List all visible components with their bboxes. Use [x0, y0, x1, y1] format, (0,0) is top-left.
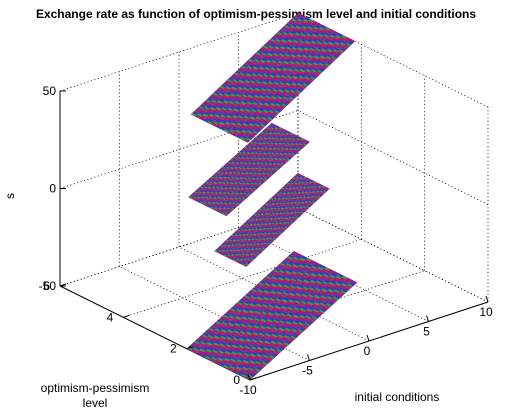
- y-tick-label: 0: [233, 373, 240, 387]
- z-axis-label: s: [3, 193, 17, 199]
- surface-cell: [295, 12, 303, 17]
- x-tick-label: -10: [239, 383, 257, 397]
- surface-band-3: [188, 122, 311, 217]
- y-axis-label: optimism-pessimism level: [41, 381, 150, 410]
- surface-band-1: [186, 250, 358, 381]
- y-tick-label: 2: [170, 342, 177, 356]
- surface-cell: [291, 250, 299, 256]
- x-axis-label: initial conditions: [355, 390, 440, 404]
- y-tick-mark: [186, 346, 193, 350]
- x-tick-mark: [485, 295, 489, 303]
- surface-cell: [269, 122, 275, 126]
- y-tick-label: 6: [43, 279, 50, 293]
- grid-line-floor-x: [119, 266, 310, 361]
- z-tick-label: -50: [39, 279, 57, 293]
- grid-line-floor-x: [297, 207, 489, 303]
- x-tick-mark: [307, 354, 310, 361]
- y-tick-mark: [123, 314, 130, 318]
- y-axis-label-line2: level: [83, 396, 108, 410]
- x-tick-mark: [366, 334, 370, 342]
- y-tick-mark: [249, 377, 257, 381]
- grid-line-side-z: [297, 110, 489, 205]
- surface-band-4: [190, 12, 356, 143]
- chart-title: Exchange rate as function of optimism-pe…: [36, 7, 476, 21]
- surface-band-2: [214, 172, 330, 268]
- x-tick-label: -5: [302, 364, 313, 378]
- z-tick-label: 50: [43, 84, 57, 98]
- x-tick-label: 0: [364, 344, 371, 358]
- grid-line-floor-x: [178, 246, 370, 342]
- surface-bands: [186, 12, 358, 381]
- x-tick-mark: [426, 315, 429, 322]
- x-tick-mark: [247, 373, 251, 381]
- x-tick-label: 5: [423, 325, 430, 339]
- y-axis-label-line1: optimism-pessimism: [41, 381, 150, 395]
- z-tick-label: 0: [49, 182, 56, 196]
- y-tick-mark: [59, 283, 67, 287]
- y-tick-label: 4: [107, 310, 114, 324]
- surface-cell: [296, 172, 301, 176]
- x-tick-label: 10: [479, 305, 493, 319]
